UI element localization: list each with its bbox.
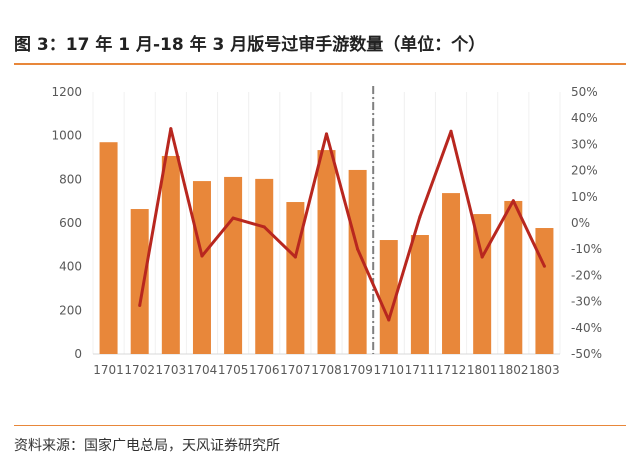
bar-1710: [379, 240, 398, 354]
y2-tick-label: 40%: [571, 111, 598, 125]
y2-tick-label: 20%: [571, 164, 598, 178]
y2-tick-label: -10%: [571, 242, 602, 256]
y2-tick-label: 50%: [571, 85, 598, 99]
line-point-1710: [387, 318, 391, 322]
x-tick-label: 1701: [93, 363, 124, 377]
x-tick-label: 1709: [342, 363, 373, 377]
x-tick-label: 1711: [405, 363, 436, 377]
y-tick-label: 800: [59, 172, 82, 186]
bar-1709: [348, 169, 367, 354]
bar-1707: [286, 202, 305, 354]
line-point-1711: [418, 215, 422, 219]
bar-1803: [535, 228, 554, 354]
title-divider: [14, 63, 626, 65]
y-tick-label: 1200: [51, 85, 82, 99]
source-note: 资料来源：国家广电总局，天风证券研究所: [14, 438, 280, 454]
line-point-1704: [200, 254, 204, 258]
line-point-1709: [356, 247, 360, 251]
x-tick-label: 1801: [467, 363, 498, 377]
bar-1703: [161, 155, 180, 354]
y-tick-label: 600: [59, 216, 82, 230]
x-tick-label: 1705: [218, 363, 249, 377]
y-tick-label: 400: [59, 260, 82, 274]
x-tick-label: 1704: [187, 363, 218, 377]
bar-1711: [410, 235, 429, 354]
line-point-1708: [325, 132, 328, 136]
x-tick-label: 1702: [124, 363, 155, 377]
footer-divider: [14, 425, 626, 426]
line-point-1706: [262, 225, 266, 229]
x-tick-label: 1712: [436, 363, 467, 377]
y2-tick-label: -30%: [571, 295, 602, 309]
y2-tick-label: -40%: [571, 321, 602, 335]
line-point-1702: [138, 304, 142, 308]
line-point-1712: [449, 129, 453, 133]
bar-1701: [99, 142, 118, 354]
bar-1708: [317, 150, 336, 354]
figure-title: 图 3：17 年 1 月-18 年 3 月版号过审手游数量（单位：个）: [14, 35, 486, 55]
line-point-1803: [542, 264, 546, 268]
bar-1704: [192, 181, 211, 354]
x-tick-label: 1708: [311, 363, 342, 377]
bar-1705: [224, 176, 243, 354]
bar-1802: [504, 200, 523, 354]
y-tick-label: 1000: [51, 129, 82, 143]
y2-tick-label: -20%: [571, 268, 602, 282]
line-point-1707: [293, 255, 297, 259]
x-tick-label: 1706: [249, 363, 280, 377]
bar-1702: [130, 209, 149, 354]
y2-tick-label: 30%: [571, 137, 598, 151]
line-point-1802: [511, 199, 515, 203]
y2-tick-label: 0%: [571, 216, 590, 230]
line-point-1705: [231, 216, 235, 220]
y-tick-label: 200: [59, 303, 82, 317]
bar-1706: [255, 178, 274, 354]
growth-rate-line: [138, 127, 546, 322]
y-tick-label: 0: [74, 347, 82, 361]
line-point-1801: [480, 255, 484, 259]
x-tick-label: 1703: [156, 363, 187, 377]
bar-1712: [442, 193, 461, 354]
y2-tick-label: 10%: [571, 190, 598, 204]
y2-tick-label: -50%: [571, 347, 602, 361]
line-point-1703: [169, 127, 173, 131]
x-tick-label: 1802: [498, 363, 529, 377]
x-tick-label: 1707: [280, 363, 311, 377]
x-tick-label: 1803: [529, 363, 560, 377]
x-tick-label: 1710: [373, 363, 404, 377]
